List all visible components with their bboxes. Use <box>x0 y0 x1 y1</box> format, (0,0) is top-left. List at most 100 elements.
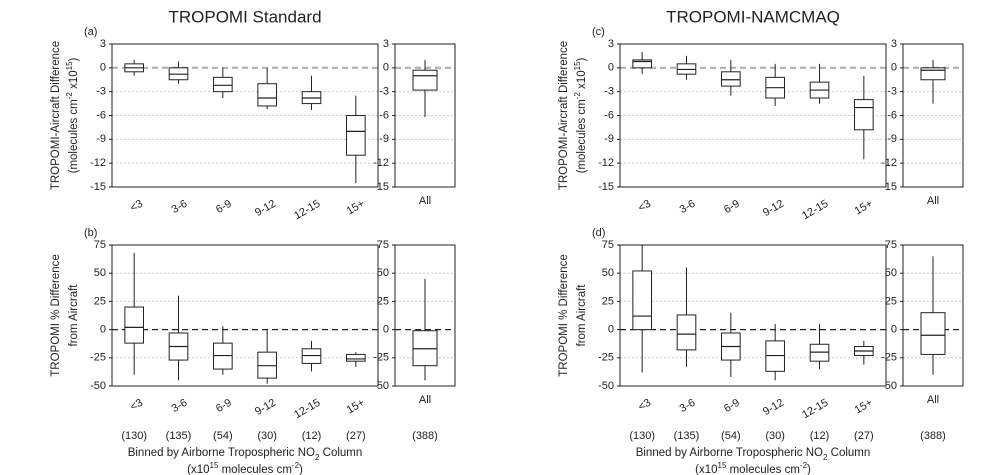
y-tick-label: -50 <box>90 380 106 392</box>
x-axis-label-part: Column <box>319 447 362 459</box>
y-tick-label: 50 <box>94 267 106 279</box>
panel-label: (c) <box>592 26 605 38</box>
plot-frame <box>394 244 456 387</box>
panel-label: (a) <box>84 26 97 38</box>
x-tick-label: 15+ <box>853 397 875 417</box>
y-tick-label: -50 <box>373 380 389 392</box>
x-axis-unit-part: 15 <box>718 461 727 470</box>
x-tick-label: <3 <box>128 198 145 215</box>
y-axis-label: TROPOMI % Difference <box>50 254 62 377</box>
x-tick-label: All <box>419 394 431 406</box>
x-axis-label-part: Binned by Airborne Tropospheric NO <box>636 447 823 459</box>
y-tick-label: 3 <box>383 38 389 50</box>
x-axis-unit-part: (x10 <box>695 464 717 475</box>
box <box>412 69 438 91</box>
panel-label: (b) <box>84 227 97 239</box>
y-axis-label-part: TROPOMI % Difference <box>50 254 62 377</box>
y-axis-label-part: (molecules cm <box>68 99 80 173</box>
panel-title: TROPOMI Standard <box>168 7 321 26</box>
plot-frame <box>619 244 887 387</box>
y-tick-label: -6 <box>379 109 389 121</box>
y-tick-label: -50 <box>881 380 897 392</box>
y-tick-label: -15 <box>598 181 614 193</box>
y-tick-label: -9 <box>887 133 897 145</box>
x-tick-label: 3-6 <box>170 198 190 216</box>
y-axis-label: from Aircraft <box>576 284 588 347</box>
box <box>346 353 366 362</box>
box <box>721 71 741 87</box>
y-axis-label: from Aircraft <box>68 284 80 347</box>
y-tick-label: 75 <box>377 239 389 251</box>
y-tick-label: 50 <box>602 267 614 279</box>
y-tick-label: 75 <box>94 239 106 251</box>
count-label: (388) <box>920 430 946 442</box>
count-label: (135) <box>166 430 192 442</box>
y-tick-label: 0 <box>608 324 614 336</box>
x-axis-unit-part: molecules cm <box>726 464 800 475</box>
x-tick-label: 6-9 <box>214 397 234 415</box>
x-axis-unit-part: molecules cm <box>218 464 292 475</box>
y-axis-label-part: -2 <box>65 92 74 100</box>
x-tick-label: <3 <box>128 397 145 414</box>
y-axis-label: (molecules cm-2 x1015) <box>65 57 80 173</box>
y-tick-label: 0 <box>891 62 897 74</box>
y-axis-label-part: ) <box>576 57 588 61</box>
y-tick-label: -15 <box>373 181 389 193</box>
x-tick-label: 3-6 <box>170 397 190 415</box>
y-axis-label-part: x10 <box>576 70 588 92</box>
y-tick-label: -6 <box>96 109 106 121</box>
x-tick-label: 9-12 <box>761 198 786 219</box>
y-tick-label: -9 <box>604 133 614 145</box>
x-axis-unit: (x1015 molecules cm-2) <box>695 461 811 475</box>
y-axis-label: TROPOMI % Difference <box>558 254 570 377</box>
y-tick-label: -12 <box>881 157 897 169</box>
y-axis-label-part: TROPOMI % Difference <box>558 254 570 377</box>
y-tick-label: 25 <box>885 295 897 307</box>
box <box>632 59 652 69</box>
x-axis-unit-part: -2 <box>800 461 808 470</box>
count-label: (12) <box>302 430 322 442</box>
y-tick-label: 50 <box>377 267 389 279</box>
x-axis-label: Binned by Airborne Tropospheric NO2 Colu… <box>128 447 363 462</box>
y-axis-label-part: TROPOMI-Aircraft Difference <box>558 41 570 190</box>
plot-frame <box>902 43 964 188</box>
y-tick-label: 0 <box>891 324 897 336</box>
y-tick-label: -25 <box>373 352 389 364</box>
x-axis-unit: (x1015 molecules cm-2) <box>187 461 303 475</box>
x-axis-label-part: 2 <box>315 453 320 462</box>
y-axis-label-part: 15 <box>573 61 582 70</box>
y-axis-label-part: 15 <box>65 61 74 70</box>
y-tick-label: -6 <box>887 109 897 121</box>
plot-frame <box>111 244 379 387</box>
x-tick-label: 3-6 <box>678 397 698 415</box>
x-tick-label: 9-12 <box>761 397 786 418</box>
y-axis-label-part: from Aircraft <box>576 284 588 347</box>
x-axis-unit-part: ) <box>299 464 303 475</box>
x-axis-unit-part: -2 <box>292 461 300 470</box>
y-tick-label: -12 <box>90 157 106 169</box>
y-tick-label: -25 <box>90 352 106 364</box>
y-tick-label: 0 <box>383 62 389 74</box>
y-tick-label: 0 <box>100 324 106 336</box>
y-tick-label: 0 <box>608 62 614 74</box>
box <box>920 312 946 355</box>
x-tick-label: 15+ <box>345 198 367 218</box>
y-tick-label: -9 <box>379 133 389 145</box>
panel-title: TROPOMI-NAMCMAQ <box>666 7 840 26</box>
x-tick-label: <3 <box>636 397 653 414</box>
y-tick-label: -15 <box>90 181 106 193</box>
y-axis-label-part: (molecules cm <box>576 99 588 173</box>
y-tick-label: 50 <box>885 267 897 279</box>
x-axis-label-part: Binned by Airborne Tropospheric NO <box>128 447 315 459</box>
x-tick-label: 12-15 <box>292 198 322 222</box>
count-label: (30) <box>257 430 277 442</box>
x-axis-label-part: 2 <box>823 453 828 462</box>
x-axis-label-part: Column <box>827 447 870 459</box>
y-tick-label: -15 <box>881 181 897 193</box>
y-tick-label: 0 <box>100 62 106 74</box>
plot-frame <box>111 43 379 188</box>
y-axis-label-part: ) <box>68 57 80 61</box>
plot-frame <box>394 43 456 188</box>
x-axis-unit-part: ) <box>807 464 811 475</box>
plot-frame <box>902 244 964 387</box>
